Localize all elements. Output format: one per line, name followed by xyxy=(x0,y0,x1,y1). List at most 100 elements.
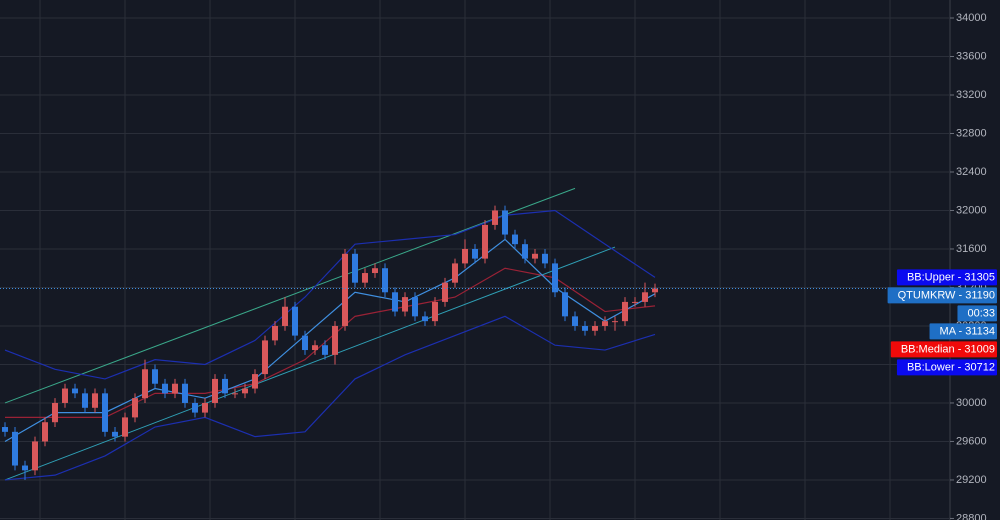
candle-body xyxy=(362,273,368,283)
candle-body xyxy=(652,288,658,293)
candle-body xyxy=(482,224,488,259)
candle-body xyxy=(622,301,628,322)
candle-body xyxy=(552,263,558,293)
candle-body xyxy=(122,417,128,437)
candle-body xyxy=(602,321,608,326)
price-label: BB:Median - 31009 xyxy=(890,341,997,358)
y-tick-label: 31600 xyxy=(956,243,987,255)
candle-body xyxy=(422,316,428,322)
candle-body xyxy=(152,369,158,384)
trend-line xyxy=(4,246,616,481)
candle-body xyxy=(292,306,298,336)
y-tick-label: 30000 xyxy=(956,397,987,409)
candle-body xyxy=(92,393,98,408)
candle-body xyxy=(242,388,248,394)
price-label: BB:Lower - 30712 xyxy=(896,359,997,376)
candle-body xyxy=(22,465,28,471)
price-label-box xyxy=(887,287,997,304)
candle-body xyxy=(222,378,228,394)
price-label-text: QTUMKRW - 31190 xyxy=(898,289,995,301)
price-label-box xyxy=(896,269,997,286)
candle-body xyxy=(342,253,348,326)
candle-body xyxy=(272,325,278,341)
candle-body xyxy=(192,402,198,413)
candle-body xyxy=(462,248,468,264)
y-tick-label: 32000 xyxy=(956,204,987,216)
y-tick-label: 33200 xyxy=(956,89,987,101)
candle-body xyxy=(522,244,528,259)
candle-body xyxy=(632,301,638,303)
price-label: BB:Upper - 31305 xyxy=(896,269,997,286)
indicator-line xyxy=(5,267,656,419)
candle-body xyxy=(212,378,218,403)
candle-body xyxy=(642,292,648,302)
candle-body xyxy=(432,301,438,322)
candle-body xyxy=(72,388,78,394)
y-tick-label: 34000 xyxy=(956,12,987,24)
candle-body xyxy=(252,374,258,389)
candle-body xyxy=(492,210,498,225)
candle-body xyxy=(162,383,168,394)
candle-body xyxy=(142,369,148,399)
candle-body xyxy=(42,422,48,442)
candle-body xyxy=(112,431,118,437)
candle-body xyxy=(32,441,38,471)
candle-body xyxy=(312,345,318,351)
candle-body xyxy=(382,268,388,293)
candle-body xyxy=(322,345,328,355)
countdown-label: 00:33 xyxy=(957,305,997,322)
price-label: MA - 31134 xyxy=(929,323,997,340)
candle-body xyxy=(352,253,358,283)
price-label-text: BB:Median - 31009 xyxy=(901,343,995,355)
price-label-text: BB:Upper - 31305 xyxy=(907,271,995,283)
candle-body xyxy=(332,325,338,355)
candle-body xyxy=(512,234,518,245)
candle-body xyxy=(442,282,448,302)
y-tick-label: 29600 xyxy=(956,435,987,447)
candle-body xyxy=(202,402,208,413)
candle-body xyxy=(182,383,188,403)
candle-body xyxy=(392,292,398,312)
indicator-line xyxy=(4,209,656,380)
candle-body xyxy=(452,263,458,283)
candle-body xyxy=(62,388,68,403)
candle-body xyxy=(572,316,578,326)
price-label-text: BB:Lower - 30712 xyxy=(907,361,995,373)
y-tick-label: 32400 xyxy=(956,166,987,178)
countdown-label-box xyxy=(957,305,997,322)
indicator-line xyxy=(4,238,656,442)
candle-body xyxy=(132,398,138,418)
candle-body xyxy=(172,383,178,394)
candle-body xyxy=(102,393,108,432)
y-tick-label: 29200 xyxy=(956,474,987,486)
trend-line xyxy=(4,187,576,404)
candle-body xyxy=(592,325,598,331)
candle-body xyxy=(412,297,418,317)
price-label: QTUMKRW - 31190 xyxy=(887,287,997,304)
candle-body xyxy=(402,297,408,312)
candle-body xyxy=(562,292,568,317)
y-tick-label: 33600 xyxy=(956,50,987,62)
y-tick-label: 28800 xyxy=(956,512,987,520)
candle-body xyxy=(302,335,308,351)
candle-body xyxy=(472,248,478,259)
countdown-label-text: 00:33 xyxy=(967,307,995,319)
candle-body xyxy=(2,427,8,432)
price-label-text: MA - 31134 xyxy=(940,325,995,337)
price-label-box xyxy=(896,359,997,376)
candle-body xyxy=(12,431,18,466)
price-label-box xyxy=(890,341,997,358)
price-label-box xyxy=(929,323,997,340)
candle-body xyxy=(372,268,378,274)
candle-body xyxy=(82,393,88,408)
candle-body xyxy=(232,393,238,395)
candle-body xyxy=(532,253,538,259)
indicator-line xyxy=(4,315,656,481)
candle-body xyxy=(502,210,508,235)
candle-body xyxy=(582,325,588,331)
candle-body xyxy=(282,306,288,326)
candle-body xyxy=(542,253,548,264)
